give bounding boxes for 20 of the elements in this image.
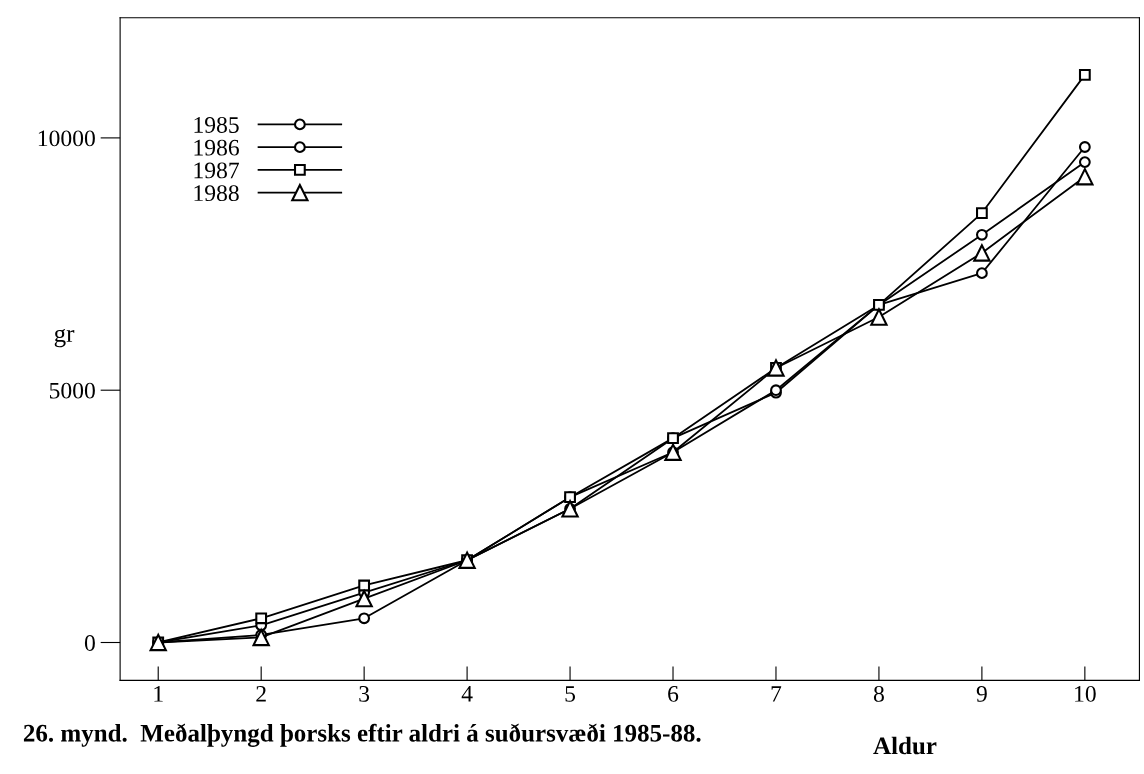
x-tick-label: 10	[1075, 685, 1096, 702]
x-tick-label: 9	[976, 685, 987, 702]
x-tick-label: 7	[771, 686, 782, 702]
x-tick-label: 4	[461, 686, 473, 702]
y-axis-title: gr	[54, 328, 75, 348]
x-tick-label: 8	[873, 685, 884, 702]
legend-label: 1985	[194, 116, 239, 133]
text: 26. mynd. Meðalþyngd þorsks eftir aldri á suðursvæði 1985-88.	[23, 723, 701, 747]
x-axis-title: Aldur	[873, 736, 937, 755]
legend-label: 1988	[194, 185, 239, 202]
x-tick-label: 2	[256, 685, 266, 702]
y-tick-label: 5000	[49, 382, 95, 399]
legend-label: 1986	[194, 139, 239, 156]
legend-label: 1987	[194, 162, 239, 179]
y-tick-label: 10000	[38, 130, 95, 147]
x-tick-label: 1	[154, 686, 163, 702]
x-tick-label: 5	[565, 686, 576, 702]
y-tick-label: 0	[84, 634, 95, 651]
x-tick-label: 6	[668, 685, 679, 702]
x-tick-label: 3	[359, 685, 370, 702]
